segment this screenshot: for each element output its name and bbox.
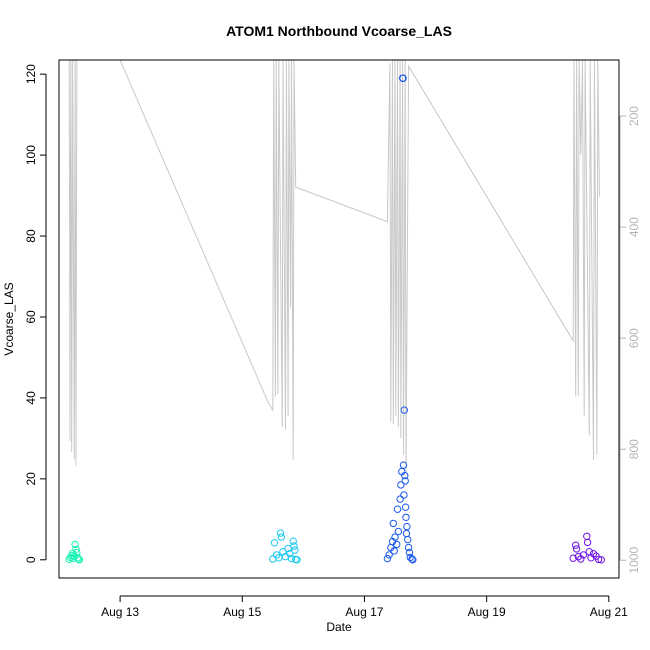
data-point bbox=[397, 481, 405, 489]
scatter-points-group bbox=[65, 74, 605, 564]
secondary-line-group bbox=[68, 59, 600, 472]
data-point bbox=[289, 537, 297, 545]
data-point bbox=[409, 556, 417, 564]
data-point bbox=[569, 554, 577, 562]
data-point bbox=[291, 546, 299, 554]
secondary-tick-label: 1000 bbox=[627, 547, 641, 574]
data-point bbox=[408, 555, 416, 563]
data-point bbox=[405, 548, 414, 557]
data-point bbox=[286, 550, 294, 558]
y-tick-label: 120 bbox=[24, 64, 38, 84]
data-point bbox=[572, 541, 580, 549]
data-point bbox=[74, 555, 83, 563]
data-point bbox=[396, 495, 404, 503]
data-point bbox=[401, 503, 410, 511]
chart-title: ATOM1 Northbound Vcoarse_LAS bbox=[226, 23, 452, 39]
data-point bbox=[572, 545, 581, 553]
data-point bbox=[293, 556, 301, 564]
data-point bbox=[393, 505, 402, 513]
secondary-tick-label: 400 bbox=[627, 217, 641, 237]
x-axis: Aug 13 Aug 15 Aug 17 Aug 19 Aug 21 bbox=[101, 595, 628, 619]
data-point bbox=[402, 529, 411, 538]
x-tick-label: Aug 17 bbox=[345, 605, 383, 619]
data-point bbox=[577, 555, 585, 563]
data-point bbox=[73, 548, 81, 557]
data-point bbox=[406, 553, 414, 562]
data-point bbox=[404, 535, 412, 544]
data-point bbox=[394, 527, 403, 536]
x-axis-label: Date bbox=[326, 620, 352, 634]
x-tick-label: Aug 13 bbox=[101, 605, 139, 619]
data-point bbox=[71, 540, 79, 549]
data-point bbox=[583, 538, 592, 547]
x-tick-label: Aug 21 bbox=[590, 605, 628, 619]
data-point bbox=[589, 550, 598, 558]
data-point bbox=[277, 533, 285, 541]
data-point bbox=[399, 74, 407, 82]
x-tick-label: Aug 19 bbox=[468, 605, 506, 619]
data-point bbox=[399, 461, 408, 469]
x-tick-label: Aug 15 bbox=[223, 605, 261, 619]
y-axis: 0 20 40 60 80 100 120 bbox=[24, 64, 47, 563]
data-point bbox=[579, 551, 588, 559]
data-point bbox=[391, 533, 399, 541]
data-point bbox=[275, 554, 283, 562]
data-point bbox=[594, 555, 603, 564]
y-tick-label: 100 bbox=[24, 145, 38, 165]
data-point bbox=[587, 554, 595, 562]
y-tick-label: 60 bbox=[24, 310, 38, 324]
secondary-tick-label: 600 bbox=[627, 328, 641, 348]
data-point bbox=[401, 471, 409, 480]
data-point bbox=[68, 549, 77, 557]
secondary-series-line bbox=[68, 59, 600, 472]
data-point bbox=[383, 554, 392, 563]
data-point bbox=[402, 513, 410, 521]
y-axis-label: Vcoarse_LAS bbox=[2, 282, 16, 355]
data-point bbox=[290, 542, 298, 550]
data-point bbox=[574, 552, 582, 561]
data-point bbox=[393, 540, 401, 549]
data-point bbox=[74, 554, 82, 562]
data-point bbox=[269, 555, 277, 563]
secondary-tick-label: 200 bbox=[627, 106, 641, 126]
secondary-y-axis: 200 400 600 800 1000 bbox=[619, 106, 641, 574]
plot-frame bbox=[58, 59, 620, 579]
data-point bbox=[390, 547, 398, 555]
data-point bbox=[597, 556, 605, 564]
data-point bbox=[403, 522, 411, 531]
data-point bbox=[401, 477, 409, 485]
y-tick-label: 40 bbox=[24, 391, 38, 405]
data-point bbox=[276, 529, 285, 537]
data-point bbox=[75, 556, 84, 564]
data-point bbox=[400, 491, 408, 499]
y-tick-label: 20 bbox=[24, 472, 38, 486]
data-point bbox=[404, 543, 413, 552]
data-point bbox=[270, 539, 279, 547]
secondary-tick-label: 800 bbox=[627, 439, 641, 459]
data-point bbox=[400, 406, 408, 414]
y-tick-label: 0 bbox=[24, 556, 38, 563]
y-tick-label: 80 bbox=[24, 229, 38, 243]
data-point bbox=[385, 551, 393, 559]
data-point bbox=[389, 519, 397, 528]
data-point bbox=[287, 554, 296, 563]
data-point bbox=[583, 532, 591, 540]
